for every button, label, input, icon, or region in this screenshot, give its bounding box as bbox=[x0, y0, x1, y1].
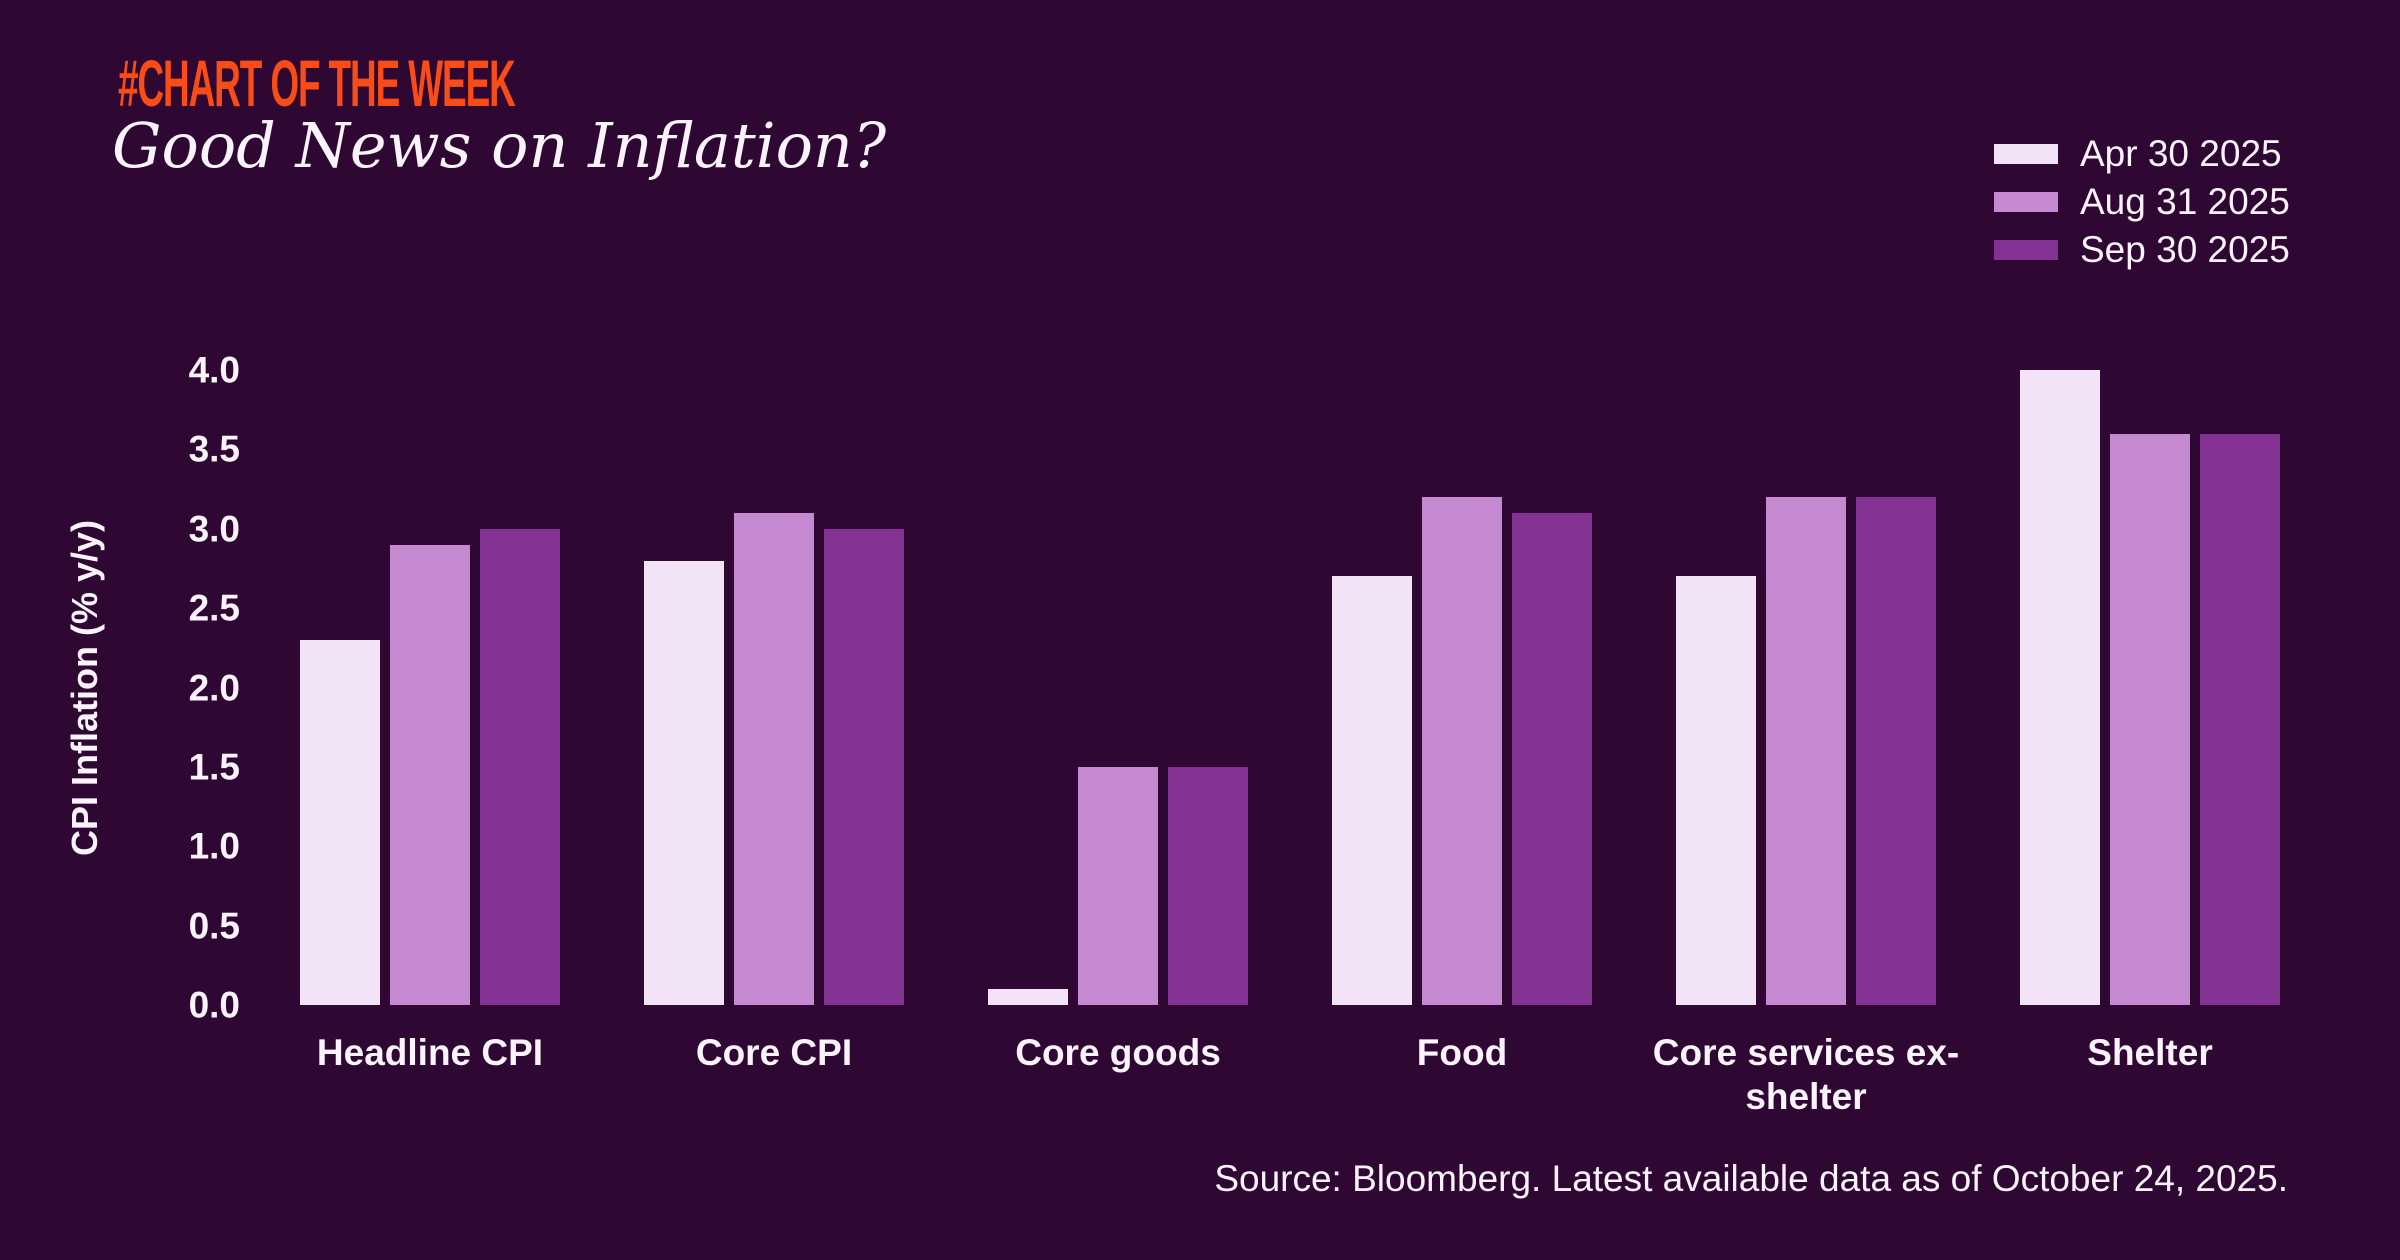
x-axis-label: Core goods bbox=[1015, 1032, 1221, 1073]
bar-aug-31-2025 bbox=[1422, 497, 1502, 1005]
x-axis-label: Shelter bbox=[2087, 1032, 2213, 1073]
x-axis-label: Headline CPI bbox=[316, 1032, 544, 1073]
kicker: #CHART OF THE WEEK bbox=[118, 46, 516, 120]
bar-aug-31-2025 bbox=[2110, 433, 2190, 1005]
x-axis-label: Food bbox=[1416, 1032, 1508, 1073]
y-tick-label: 0.5 bbox=[188, 905, 240, 947]
bar-sep-30-2025 bbox=[1856, 497, 1936, 1005]
bar-aug-31-2025 bbox=[1078, 766, 1158, 1005]
bar-group: Shelter bbox=[2020, 370, 2280, 1073]
bar-group: Core goods bbox=[988, 370, 1248, 1073]
legend-item: Apr 30 2025 bbox=[1994, 130, 2290, 178]
y-tick-label: 2.0 bbox=[188, 667, 240, 708]
y-axis-title-text: CPI Inflation (% y/y) bbox=[64, 519, 105, 856]
legend-item: Sep 30 2025 bbox=[1994, 226, 2290, 274]
plot-area: Headline CPI Core CPI Core goods Food Core s… bbox=[300, 370, 2280, 1117]
bar-group: Core CPI bbox=[644, 370, 904, 1073]
bar-apr-30-2025 bbox=[644, 560, 724, 1005]
bar-apr-30-2025 bbox=[1676, 576, 1756, 1005]
legend: Apr 30 2025 Aug 31 2025 Sep 30 2025 bbox=[1994, 130, 2290, 274]
bar-sep-30-2025 bbox=[1512, 512, 1592, 1005]
legend-label: Apr 30 2025 bbox=[2080, 133, 2282, 174]
y-tick-label: 3.0 bbox=[188, 508, 240, 550]
bar-sep-30-2025 bbox=[824, 528, 904, 1005]
bar-group: Headline CPI bbox=[300, 370, 560, 1073]
legend-swatch bbox=[1994, 240, 2058, 260]
bar-apr-30-2025 bbox=[300, 639, 380, 1005]
y-tick-label: 3.5 bbox=[188, 428, 240, 470]
legend-item: Aug 31 2025 bbox=[1994, 178, 2290, 226]
source-note: Source: Bloomberg. Latest available data… bbox=[1214, 1158, 2288, 1199]
y-axis-title: CPI Inflation (% y/y) bbox=[60, 370, 110, 1005]
bar-group: Food bbox=[1332, 370, 1592, 1073]
legend-label: Aug 31 2025 bbox=[2080, 181, 2290, 222]
legend-swatch bbox=[1994, 144, 2058, 164]
y-tick-label: 0.0 bbox=[188, 984, 240, 1026]
chart-title: Good News on Inflation? bbox=[112, 109, 887, 182]
bar-aug-31-2025 bbox=[1766, 497, 1846, 1005]
bar-apr-30-2025 bbox=[2020, 370, 2100, 1005]
y-tick-label: 1.5 bbox=[188, 746, 240, 788]
bar-apr-30-2025 bbox=[988, 989, 1068, 1005]
y-tick-label: 4.0 bbox=[188, 349, 240, 391]
legend-swatch bbox=[1994, 192, 2058, 212]
y-tick-label: 2.5 bbox=[188, 587, 240, 629]
bar-sep-30-2025 bbox=[1168, 766, 1248, 1005]
bar-aug-31-2025 bbox=[734, 512, 814, 1005]
bar-sep-30-2025 bbox=[480, 528, 560, 1005]
bar-group: Core services ex-shelter bbox=[1653, 370, 1959, 1117]
bar-sep-30-2025 bbox=[2200, 433, 2280, 1005]
legend-label: Sep 30 2025 bbox=[2080, 229, 2290, 270]
bar-aug-31-2025 bbox=[390, 544, 470, 1005]
y-tick-label: 1.0 bbox=[188, 825, 240, 867]
x-axis-label: Core CPI bbox=[695, 1032, 853, 1073]
y-axis-ticks: 0.0 0.5 1.0 1.5 2.0 2.5 3.0 3.5 4.0 bbox=[120, 352, 240, 1024]
bar-apr-30-2025 bbox=[1332, 576, 1412, 1005]
x-axis-label: Core services ex-shelter bbox=[1652, 1032, 1960, 1118]
